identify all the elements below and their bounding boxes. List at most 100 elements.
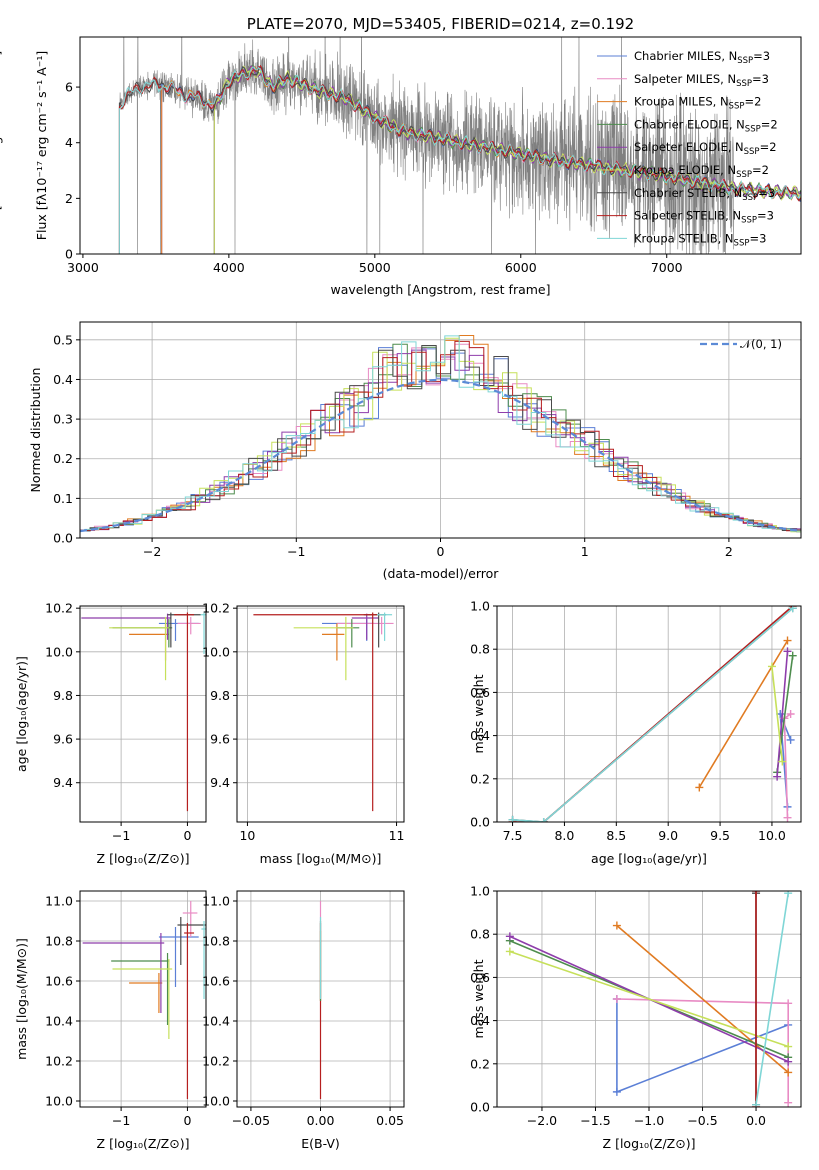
legend-entry: Salpeter MILES, NSSP=3 — [634, 72, 769, 89]
normal-curve — [80, 378, 801, 533]
legend-tail: =2 — [760, 140, 777, 154]
x-tick-label: 0.05 — [376, 1113, 404, 1128]
legend-sub: SSP — [736, 79, 752, 89]
y-tick-label: 10.8 — [202, 934, 230, 949]
x-axis-label: (data-model)/error — [383, 566, 500, 581]
x-tick-label: 10 — [239, 828, 255, 843]
x-tick-label: 9.5 — [710, 828, 730, 843]
legend-sub: SSP — [734, 238, 750, 248]
y-tick-label: 10.0 — [202, 644, 230, 659]
x-tick-label: −1.5 — [580, 1113, 610, 1128]
weight-line-salpeter-stelib — [512, 606, 794, 822]
x-tick-label: 9.0 — [658, 828, 678, 843]
y-tick-label: 4 — [65, 135, 73, 150]
weight-line-kroupa-miles — [698, 640, 789, 788]
y-tick-label: 0.6 — [470, 970, 490, 985]
weight-point — [612, 995, 621, 1003]
plot-area — [505, 891, 793, 1107]
y-tick-label: 10.6 — [45, 974, 73, 989]
weight-point — [612, 1087, 621, 1096]
legend-entry: Chabrier MILES, NSSP=3 — [634, 49, 770, 66]
y-tick-label: 10.4 — [45, 1014, 73, 1029]
y-tick-label: 1.0 — [470, 884, 490, 899]
y-tick-label: 0.2 — [53, 451, 73, 466]
weight-line-kroupa-stelib — [512, 607, 794, 822]
legend-label: Salpeter MILES, N — [634, 72, 736, 86]
legend-tail: =2 — [761, 117, 778, 131]
y-axis-label: Flux [fλ10⁻¹⁷ erg cm⁻² s⁻¹ A⁻¹] — [34, 51, 49, 240]
weight-point — [788, 651, 797, 660]
legend-sub: SSP — [729, 102, 745, 112]
weight-line-kroupa-elodie — [771, 666, 784, 762]
legend-sub: SSP — [742, 193, 758, 203]
y-tick-label: 10.0 — [45, 1094, 73, 1109]
weight-point — [783, 647, 792, 656]
y-tick-label: 0.4 — [53, 372, 73, 387]
y-tick-label: 0.4 — [470, 1013, 490, 1028]
legend-entry: Kroupa ELODIE, NSSP=2 — [634, 163, 769, 180]
legend-sub: SSP — [737, 56, 753, 66]
legend-entry: Kroupa STELIB, NSSP=3 — [634, 231, 766, 248]
weight-point — [767, 662, 776, 671]
legend-tail: =3 — [757, 209, 774, 223]
weight-point — [612, 921, 621, 930]
y-tick-label: 11.0 — [45, 894, 73, 909]
legend-tail: =3 — [749, 231, 766, 245]
x-tick-label: 0.0 — [746, 1113, 766, 1128]
weight-point — [784, 1068, 793, 1077]
x-tick-label: 0.00 — [307, 1113, 335, 1128]
legend-label: Salpeter ELODIE, N — [634, 140, 744, 154]
legend-sub: SSP — [741, 216, 757, 226]
weight-point — [773, 772, 782, 781]
x-tick-label: −2.0 — [527, 1113, 557, 1128]
y-tick-label: 0.2 — [470, 771, 490, 786]
weight-point — [695, 783, 704, 792]
y-tick-label: 10.0 — [45, 644, 73, 659]
x-tick-label: 10.0 — [758, 828, 786, 843]
y-tick-label: 9.6 — [210, 732, 230, 747]
legend-label: Salpeter STELIB, N — [634, 209, 741, 223]
chart-weight-vs-Z: −2.0 −1.5 −1.0 −0.5 0.0 0.0 0.2 0.4 0.6 0.8 1.0 Z [… — [470, 884, 802, 1151]
y-tick-label: 10.4 — [202, 1014, 230, 1029]
legend-label: Chabrier ELODIE, N — [634, 117, 745, 131]
legend-label: Kroupa ELODIE, N — [634, 163, 736, 177]
legend-sub: SSP — [744, 147, 760, 157]
y-tick-label: 0.6 — [470, 685, 490, 700]
legend-label: Kroupa STELIB, N — [634, 231, 734, 245]
legend-tail: =3 — [752, 72, 769, 86]
y-tick-label: 0.0 — [470, 815, 490, 830]
x-tick-label: 7.5 — [503, 828, 523, 843]
x-tick-label: 5000 — [359, 260, 391, 275]
weight-line-salpeter-elodie — [776, 651, 789, 777]
legend-label: Chabrier STELIB, N — [634, 186, 742, 200]
chart-mass-vs-Z: −1 0 10.0 10.2 10.4 10.6 10.8 11.0 Z [log₁₀(Z/Z⊙… — [14, 890, 207, 1151]
y-tick-label: 10.2 — [45, 1054, 73, 1069]
chart-residuals: −2 −1 0 1 2 0.0 0.1 0.2 0.3 0.4 0.5 (data-model)/er… — [28, 321, 802, 581]
x-tick-label: 4000 — [213, 260, 245, 275]
plot-area — [82, 901, 206, 1099]
legend-sub: SSP — [736, 170, 752, 180]
plot-area — [81, 612, 206, 812]
weight-line-kroupa-elodie — [509, 950, 789, 1048]
x-axis-label: mass [log₁₀(M/M⊙)] — [260, 851, 382, 866]
x-axis-label: Z [log₁₀(Z/Z⊙)] — [97, 1136, 190, 1151]
x-axis-label: E(B-V) — [301, 1136, 340, 1151]
x-axis-label: wavelength [Angstrom, rest frame] — [330, 282, 550, 297]
y-tick-label: 10.0 — [202, 1094, 230, 1109]
plot-area — [508, 606, 797, 822]
chart-weight-vs-age: 7.5 8.0 8.5 9.0 9.5 10.0 0.0 0.2 0.4 0.6 0.8 1.0 age… — [470, 599, 802, 866]
y-tick-label: 0.5 — [53, 332, 73, 347]
weight-point — [505, 947, 514, 956]
y-tick-label: 0 — [65, 247, 73, 262]
weight-point — [784, 1042, 793, 1051]
legend-label: Chabrier MILES, N — [634, 49, 737, 63]
weight-point — [752, 1100, 761, 1107]
y-tick-label: 9.4 — [53, 775, 73, 790]
chart-spectrum: 3000 4000 5000 6000 7000 0 2 4 6 PLATE=2070, MJD=… — [0, 15, 802, 297]
x-axis-label: Z [log₁₀(Z/Z⊙)] — [97, 851, 190, 866]
axes-frame — [79, 605, 207, 823]
legend-sub: SSP — [745, 124, 761, 134]
weight-point — [784, 999, 793, 1008]
legend-tail: =3 — [758, 186, 775, 200]
weight-point — [505, 932, 514, 941]
